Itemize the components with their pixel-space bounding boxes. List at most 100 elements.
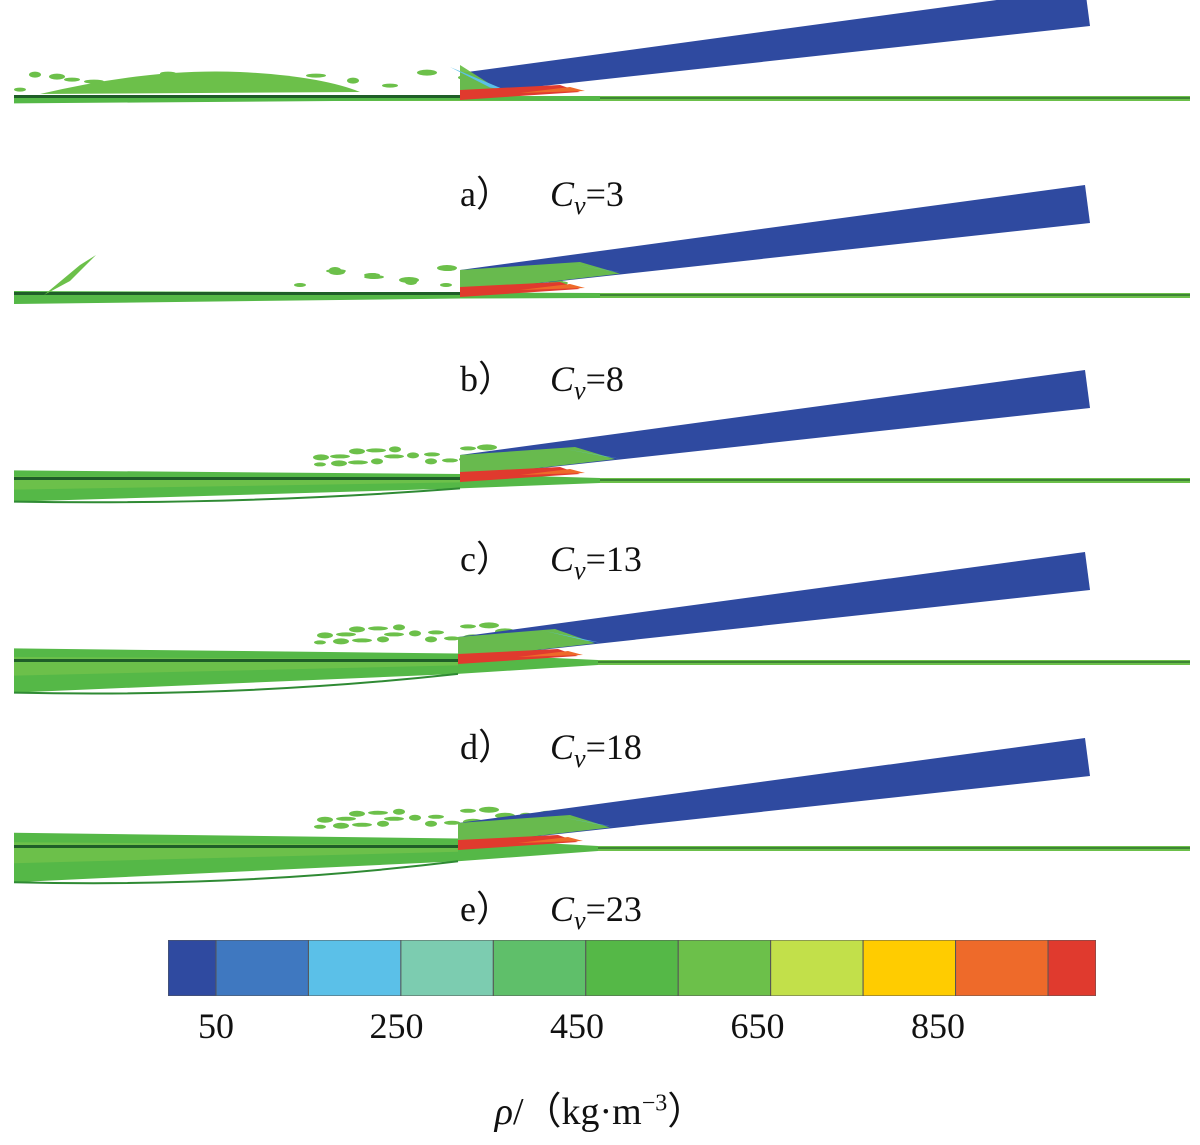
cv-value: =3	[585, 174, 624, 214]
colorbar-tick-label: 50	[198, 1006, 234, 1046]
unit-close: ）	[667, 1091, 706, 1133]
spray-droplet	[460, 446, 476, 451]
spray-root	[545, 631, 600, 643]
colorbar-tick-label: 850	[911, 1006, 965, 1046]
stagnation-edge	[520, 284, 585, 290]
water-lower-edge	[13, 860, 459, 885]
spray-droplet	[479, 622, 499, 629]
panel-letter: d）	[460, 727, 515, 767]
spray-droplet	[409, 814, 421, 821]
waterline-core	[14, 97, 1190, 99]
water-dark-line	[14, 659, 458, 662]
spray-droplet	[460, 808, 476, 813]
spray-droplet	[349, 810, 365, 817]
spray-droplet	[336, 816, 356, 821]
spray-droplet	[336, 632, 356, 637]
spray-droplet	[352, 822, 372, 827]
spray-droplet	[317, 632, 333, 639]
colorbar	[168, 940, 1096, 996]
spray-droplet	[424, 452, 440, 457]
colorbar-tick-label: 650	[730, 1006, 785, 1046]
wetted-region	[458, 629, 595, 659]
caption-e: e） Cv=23	[460, 880, 642, 935]
stagnation-edge	[520, 469, 585, 475]
cv-symbol: C	[550, 889, 575, 929]
spray-droplet	[428, 630, 444, 635]
water-dark-line	[14, 845, 458, 848]
colorbar-swatch	[677, 940, 772, 996]
colorbar-swatch	[307, 940, 402, 996]
panel-letter: b）	[460, 359, 515, 399]
spray-droplet	[306, 73, 326, 78]
spray-droplet	[425, 636, 437, 643]
spray-droplet	[377, 820, 389, 827]
spray-droplet	[314, 640, 326, 645]
cv-value: =18	[585, 727, 642, 767]
panel-letter: c）	[460, 539, 512, 579]
colorbar-swatch	[168, 940, 217, 996]
spray-droplet	[347, 77, 359, 84]
spray-droplet	[313, 454, 329, 461]
spray-droplet	[425, 458, 437, 465]
caption-d: d） Cv=18	[460, 718, 642, 773]
panel-a	[14, 0, 1190, 104]
spray-droplet	[314, 824, 326, 829]
spray-droplet	[349, 626, 365, 633]
spray-droplet	[64, 77, 80, 82]
waterline-core	[14, 479, 1190, 481]
unit-exponent: −3	[641, 1090, 668, 1117]
panel-c	[13, 370, 1190, 504]
plate	[460, 370, 1090, 477]
spray-droplet	[330, 454, 350, 459]
unit-text: /（kg·m	[512, 1091, 642, 1133]
spray-droplet	[368, 810, 388, 815]
spray-droplet	[348, 460, 368, 465]
colorbar-swatch	[215, 940, 309, 996]
cv-symbol: C	[550, 539, 575, 579]
caption-a: a） Cv=3	[460, 165, 624, 220]
cv-value: =23	[585, 889, 642, 929]
spray-root	[560, 817, 615, 827]
panel-d	[13, 552, 1190, 695]
stagnation-edge	[518, 651, 583, 657]
stagnation-zone	[460, 467, 580, 482]
cv-subscript: v	[574, 556, 586, 585]
waterline-core	[14, 294, 1190, 296]
cv-subscript: v	[574, 191, 586, 220]
cv-symbol: C	[550, 174, 575, 214]
colorbar-swatch	[400, 940, 494, 996]
spray-droplet	[444, 820, 460, 825]
spray-droplet	[417, 69, 437, 76]
spray-droplet	[442, 458, 458, 463]
spray-jet	[44, 255, 96, 295]
plate	[460, 0, 1090, 95]
water-lower-edge	[13, 487, 461, 504]
spray-droplet	[440, 283, 452, 287]
spray-droplet	[366, 448, 386, 453]
spray-droplet	[331, 460, 347, 467]
colorbar-swatch	[492, 940, 587, 996]
caption-b: b） Cv=8	[460, 350, 624, 405]
spray-droplet	[409, 630, 421, 637]
cv-value: =8	[585, 359, 624, 399]
spray-droplet	[349, 448, 365, 455]
colorbar-swatch	[770, 940, 864, 996]
spray-droplet	[377, 636, 389, 643]
plate	[460, 185, 1090, 292]
colorbar-swatch	[1047, 940, 1096, 996]
water-dark-line	[14, 477, 460, 480]
spray-droplet	[371, 458, 383, 465]
colorbar-tick-label: 250	[369, 1006, 424, 1046]
panel-e	[13, 738, 1190, 885]
spray-droplet	[393, 808, 405, 815]
spray-droplet	[364, 273, 380, 277]
colorbar-swatch	[862, 940, 957, 996]
plate	[458, 738, 1090, 845]
cv-subscript: v	[574, 376, 586, 405]
spray-droplet	[317, 816, 333, 823]
stagnation-zone	[460, 282, 580, 297]
water-dark-line	[14, 292, 460, 295]
spray-droplet	[444, 636, 460, 641]
spray-root	[565, 449, 620, 459]
colorbar-unit-label: ρ/（kg·m−3）	[0, 1080, 1200, 1135]
